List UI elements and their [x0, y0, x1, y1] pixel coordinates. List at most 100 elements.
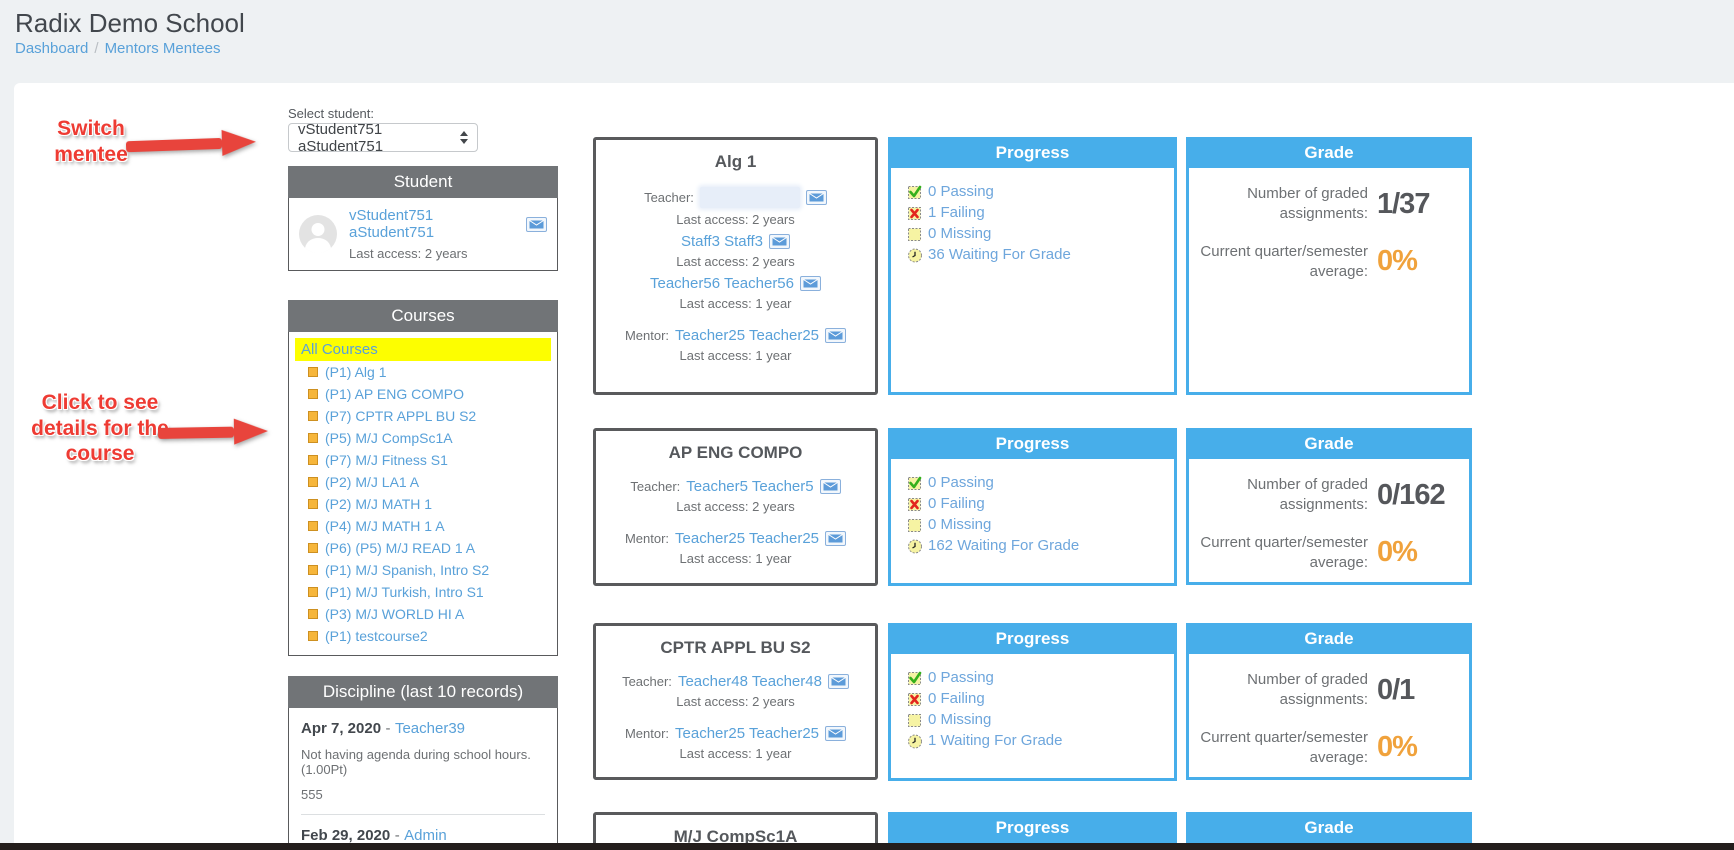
staff-name-link[interactable]: Teacher25 Teacher25: [675, 530, 820, 547]
progress-card-header: Progress: [888, 137, 1177, 168]
check-icon: [908, 671, 922, 685]
course-item[interactable]: (P5) M/J CompSc1A: [295, 427, 551, 449]
missing-icon: [908, 518, 921, 532]
staff-entry: Mentor: Teacher25 Teacher25 Last access:…: [606, 725, 865, 761]
course-item[interactable]: (P7) M/J Fitness S1: [295, 449, 551, 471]
discipline-author-link[interactable]: Teacher39: [394, 720, 466, 737]
progress-card: Progress 0 Passing 0 Failing 0 Missing 1…: [888, 623, 1177, 781]
breadcrumb: Dashboard / Mentors Mentees: [15, 40, 220, 57]
student-select[interactable]: vStudent751 aStudent751: [288, 120, 478, 155]
progress-passing-link[interactable]: 0 Passing: [907, 472, 1166, 493]
progress-missing-link[interactable]: 0 Missing: [907, 709, 1166, 730]
progress-missing-link[interactable]: 0 Missing: [907, 514, 1166, 535]
staff-last-access: Last access: 1 year: [679, 296, 792, 311]
breadcrumb-current-link[interactable]: Mentors Mentees: [104, 40, 221, 57]
square-bullet-icon: [308, 499, 318, 509]
staff-name-link[interactable]: Teacher56 Teacher56: [650, 275, 794, 292]
mail-icon[interactable]: [825, 328, 847, 343]
discipline-description: Not having agenda during school hours. (…: [301, 747, 531, 777]
course-item[interactable]: (P2) M/J LA1 A: [295, 471, 551, 493]
staff-name-link[interactable]: Teacher48 Teacher48: [677, 673, 822, 690]
staff-entry: Teacher56 Teacher56 Last access: 1 year: [606, 275, 865, 311]
discipline-author-link[interactable]: Admin: [404, 827, 447, 844]
course-item[interactable]: (P6) (P5) M/J READ 1 A: [295, 537, 551, 559]
x-icon: [908, 497, 921, 511]
breadcrumb-dashboard-link[interactable]: Dashboard: [15, 40, 89, 57]
staff-entry: Mentor: Teacher25 Teacher25 Last access:…: [606, 530, 865, 566]
grade-card-header: Grade: [1186, 428, 1472, 459]
course-item[interactable]: (P1) M/J Spanish, Intro S2: [295, 559, 551, 581]
avatar: [299, 215, 337, 253]
mail-icon[interactable]: [800, 276, 821, 291]
square-bullet-icon: [308, 521, 318, 531]
course-item[interactable]: (P2) M/J MATH 1: [295, 493, 551, 515]
quarter-average-value: 0%: [1377, 245, 1418, 278]
student-last-access: Last access: 2 years: [349, 246, 468, 261]
student-select-value: vStudent751 aStudent751: [298, 120, 384, 155]
course-item[interactable]: (P1) Alg 1: [295, 361, 551, 383]
progress-missing-link[interactable]: 0 Missing: [907, 223, 1166, 244]
x-icon: [908, 206, 921, 220]
progress-passing-link[interactable]: 0 Passing: [907, 181, 1166, 202]
course-item[interactable]: (P3) M/J WORLD HI A: [295, 603, 551, 625]
staff-role-label: Mentor:: [624, 531, 670, 546]
progress-waiting-link[interactable]: 36 Waiting For Grade: [907, 244, 1166, 265]
progress-failing-link[interactable]: 1 Failing: [907, 202, 1166, 223]
mail-icon[interactable]: [827, 674, 849, 689]
annotation-switch-mentee: Switch mentee: [54, 117, 128, 166]
staff-role-label: Mentor:: [624, 328, 670, 343]
staff-role-label: Teacher:: [630, 479, 681, 494]
square-bullet-icon: [308, 367, 318, 377]
progress-passing-link[interactable]: 0 Passing: [907, 667, 1166, 688]
staff-entry: Staff3 Staff3 Last access: 2 years: [606, 233, 865, 269]
viewport-bottom-edge: [0, 843, 1734, 850]
square-bullet-icon: [308, 587, 318, 597]
staff-last-access: Last access: 2 years: [676, 694, 795, 709]
course-item[interactable]: (P1) testcourse2: [295, 625, 551, 647]
mail-icon[interactable]: [825, 726, 847, 741]
clock-icon: [908, 539, 922, 553]
student-panel-header: Student: [288, 166, 558, 198]
progress-waiting-link[interactable]: 1 Waiting For Grade: [907, 730, 1166, 751]
course-card-alg1: Alg 1 Teacher: Last access: 2 years Staf…: [593, 137, 878, 395]
square-bullet-icon: [308, 565, 318, 575]
progress-failing-link[interactable]: 0 Failing: [907, 493, 1166, 514]
staff-entry: Teacher: Teacher5 Teacher5 Last access: …: [606, 478, 865, 514]
student-name-link[interactable]: vStudent751 aStudent751: [349, 207, 435, 241]
progress-waiting-link[interactable]: 162 Waiting For Grade: [907, 535, 1166, 556]
course-item[interactable]: (P4) M/J MATH 1 A: [295, 515, 551, 537]
missing-icon: [908, 227, 921, 241]
staff-name-link[interactable]: Teacher25 Teacher25: [675, 327, 820, 344]
staff-last-access: Last access: 1 year: [679, 746, 792, 761]
course-item[interactable]: (P1) M/J Turkish, Intro S1: [295, 581, 551, 603]
progress-card-header: Progress: [888, 812, 1177, 843]
staff-role-label: Teacher:: [622, 674, 672, 689]
course-card-title: AP ENG COMPO: [668, 443, 803, 462]
progress-failing-link[interactable]: 0 Failing: [907, 688, 1166, 709]
mail-icon[interactable]: [819, 479, 841, 494]
square-bullet-icon: [308, 455, 318, 465]
mail-icon[interactable]: [805, 190, 827, 205]
staff-last-access: Last access: 2 years: [676, 499, 795, 514]
mail-icon[interactable]: [769, 234, 790, 249]
quarter-average-value: 0%: [1377, 731, 1418, 764]
mail-icon[interactable]: [825, 531, 847, 546]
course-item[interactable]: (P1) AP ENG COMPO: [295, 383, 551, 405]
course-card-ap-eng-compo: AP ENG COMPO Teacher: Teacher5 Teacher5 …: [593, 428, 878, 586]
progress-card-header: Progress: [888, 428, 1177, 459]
square-bullet-icon: [308, 389, 318, 399]
student-panel: Student vStudent751 aStudent751 Last acc…: [288, 166, 558, 271]
graded-assignments-label: Number of graded assignments:: [1247, 476, 1368, 514]
course-item[interactable]: (P7) CPTR APPL BU S2: [295, 405, 551, 427]
discipline-date: Feb 29, 2020: [301, 827, 391, 844]
mail-icon[interactable]: [526, 216, 547, 232]
x-icon: [908, 692, 921, 706]
square-bullet-icon: [308, 477, 318, 487]
quarter-average-label: Current quarter/semester average:: [1200, 533, 1368, 571]
grade-card-header: Grade: [1186, 623, 1472, 654]
staff-name-link[interactable]: Staff3 Staff3: [680, 233, 763, 250]
staff-name-link[interactable]: Teacher5 Teacher5: [686, 478, 814, 495]
staff-name-link[interactable]: Teacher25 Teacher25: [675, 725, 820, 742]
breadcrumb-separator: /: [94, 40, 99, 57]
all-courses-link[interactable]: All Courses: [295, 338, 551, 361]
